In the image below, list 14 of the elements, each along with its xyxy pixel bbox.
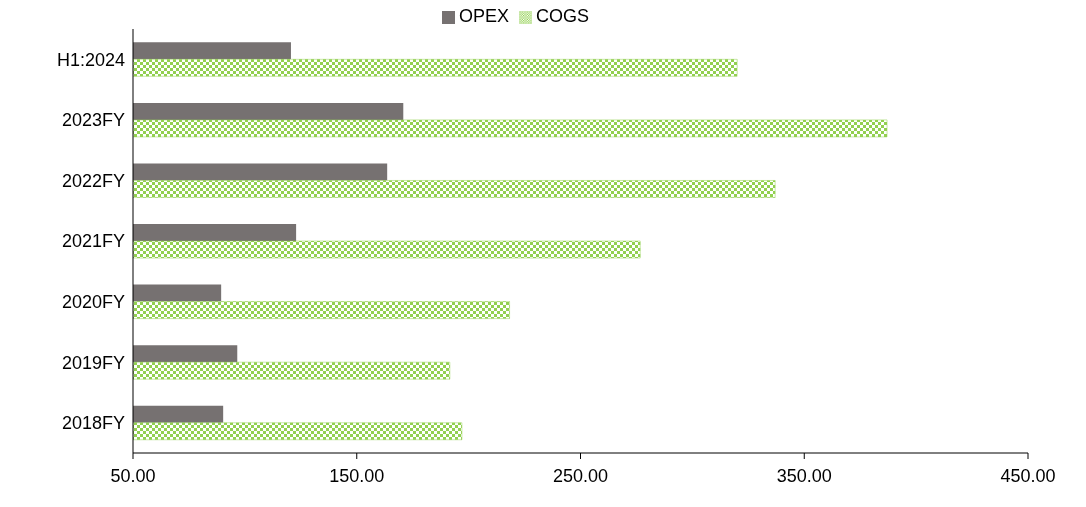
x-tick-label: 450.00 xyxy=(1000,465,1056,486)
y-tick-label: 2019FY xyxy=(61,352,125,373)
y-tick-label: 2023FY xyxy=(61,110,125,131)
y-tick-label: 2022FY xyxy=(61,170,125,191)
legend-label: OPEX xyxy=(458,6,509,26)
y-tick-label: 2021FY xyxy=(61,231,125,252)
y-tick-label: 2020FY xyxy=(61,291,125,312)
y-tick-label: H1:2024 xyxy=(56,49,125,70)
x-tick-label: 250.00 xyxy=(552,465,609,486)
y-tick-label: 2018FY xyxy=(61,413,125,434)
x-tick-label: 150.00 xyxy=(329,465,385,486)
x-tick-label: 350.00 xyxy=(776,465,832,486)
legend-label: COGS xyxy=(536,6,590,26)
x-tick-label: 50.00 xyxy=(110,465,156,486)
